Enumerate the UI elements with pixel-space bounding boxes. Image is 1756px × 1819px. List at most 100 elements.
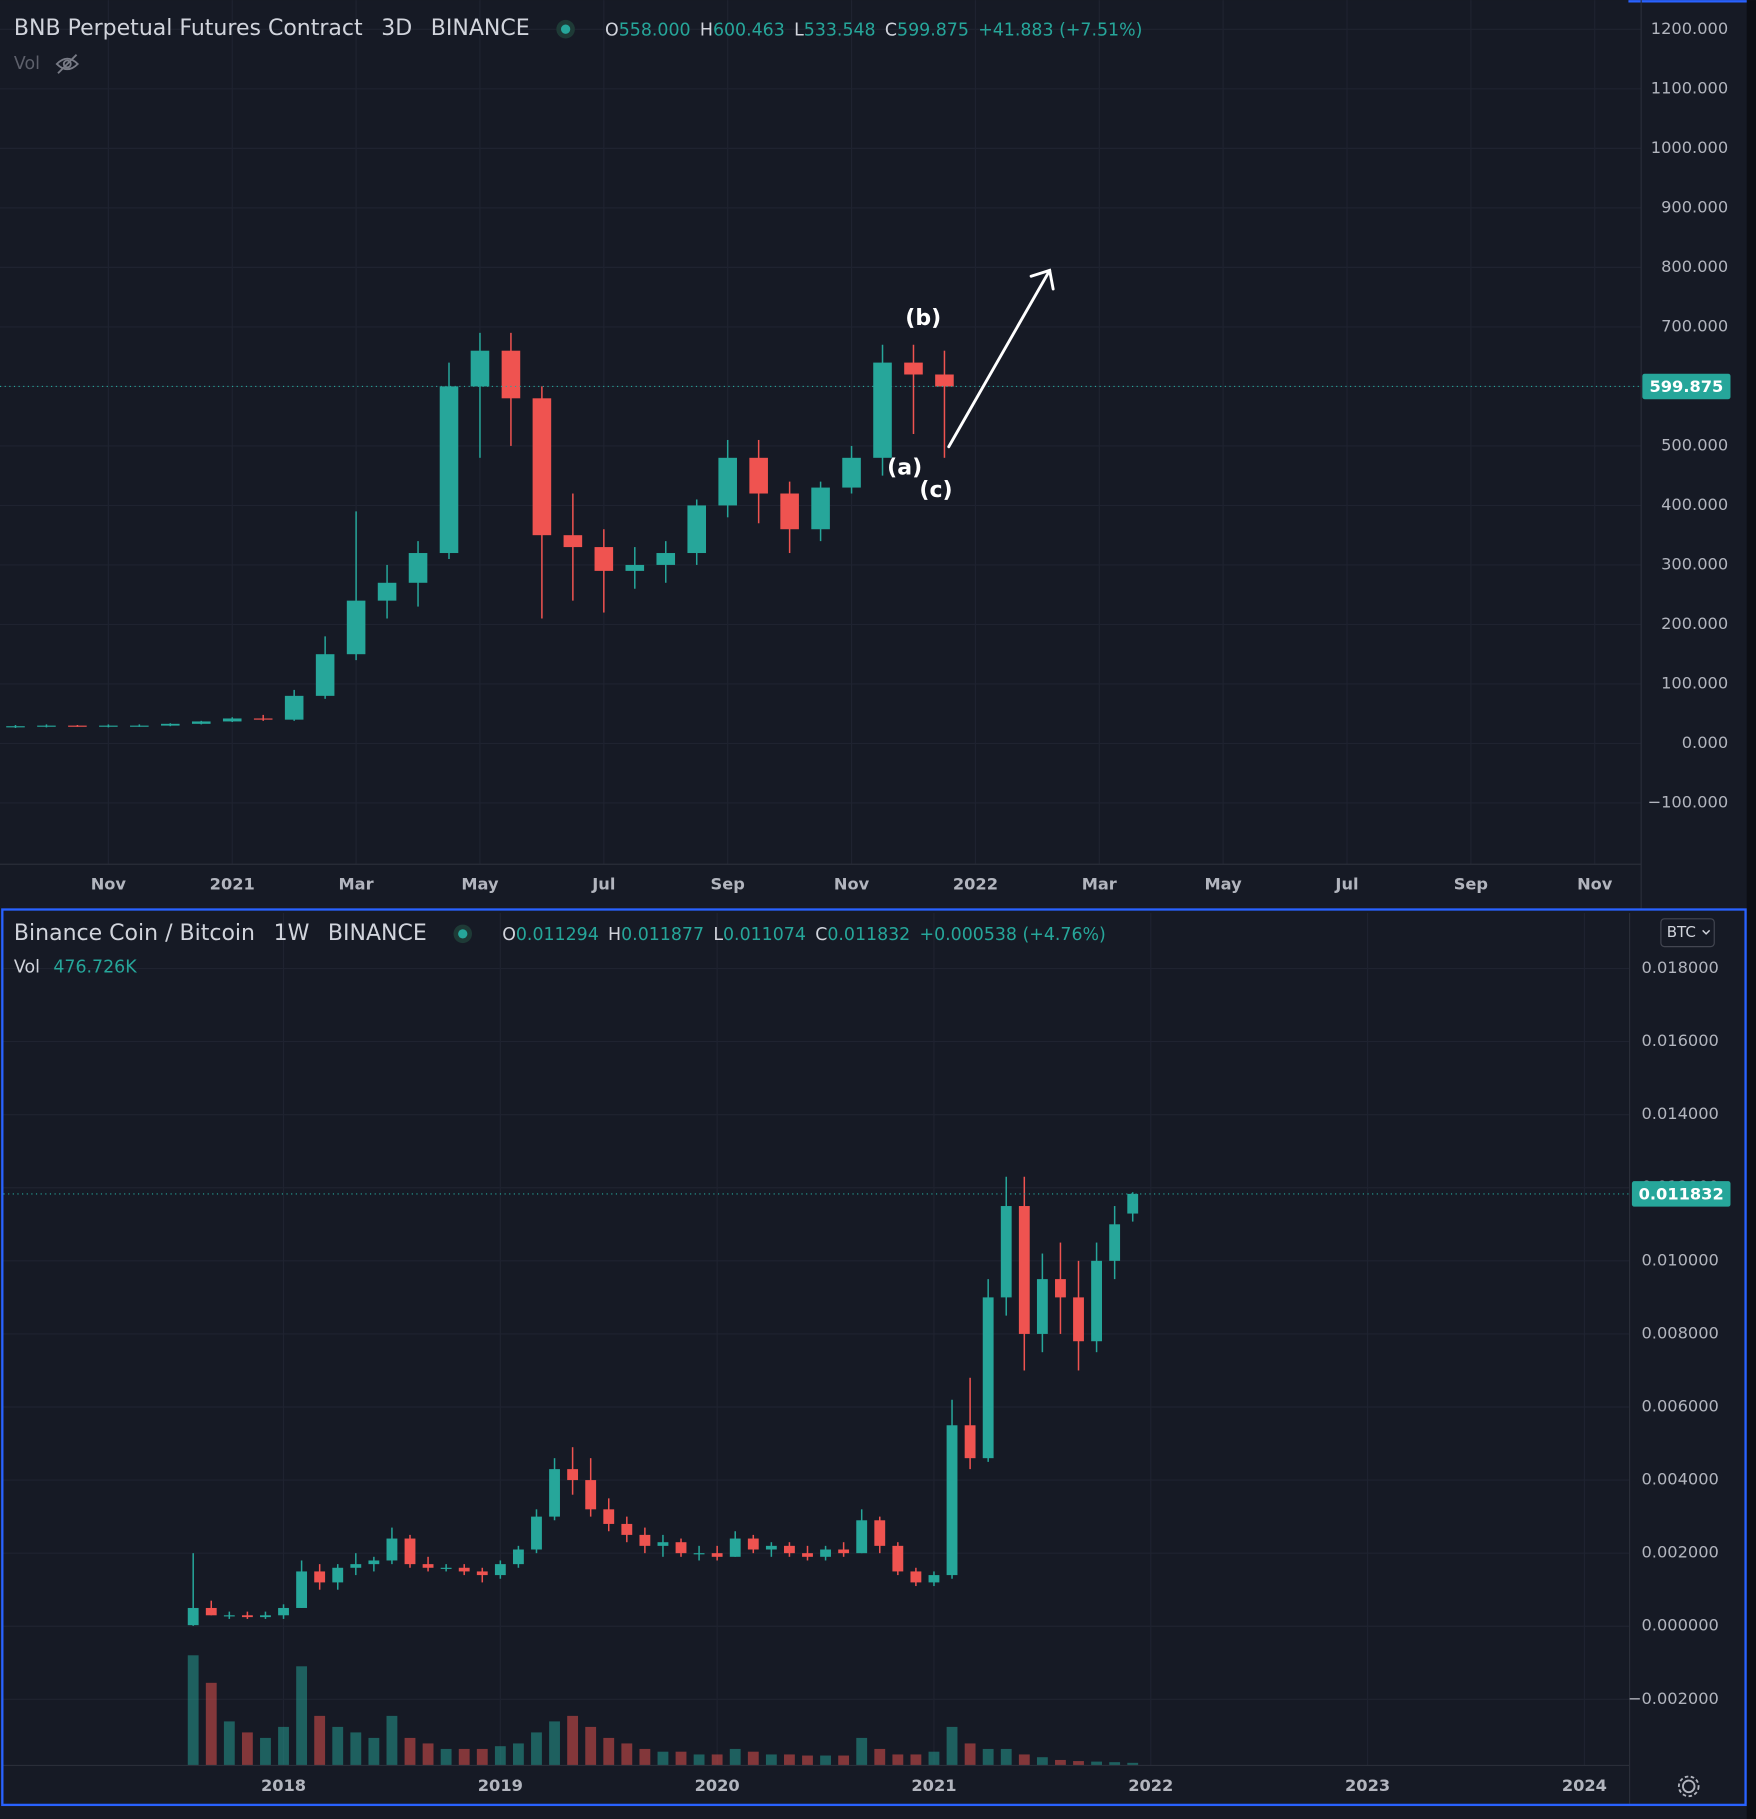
candle-body [749, 457, 768, 494]
ohlc-key: C [815, 925, 827, 945]
candle-body [729, 1538, 741, 1557]
candle-body [910, 1571, 922, 1583]
volume-bar [603, 1737, 615, 1766]
candle-body [1036, 1279, 1048, 1334]
x-tick-label: Jul [591, 875, 615, 894]
y-tick-label: 1000.000 [1651, 138, 1728, 157]
candle-body [512, 1549, 524, 1565]
change: +41.883 (+7.51%) [978, 20, 1142, 40]
y-tick-label: 0.014000 [1641, 1104, 1718, 1123]
volume-bar [1091, 1761, 1102, 1766]
volume-bar [187, 1655, 199, 1766]
candle-body [784, 1545, 795, 1554]
candle-body [404, 1538, 416, 1565]
candle-body [332, 1567, 344, 1583]
x-tick-label: 2021 [911, 1776, 956, 1795]
hide-volume-icon[interactable] [55, 54, 80, 74]
volume-bar [585, 1726, 597, 1766]
candle-body [37, 725, 56, 727]
x-tick-label: 2023 [1345, 1776, 1390, 1795]
candle-body [838, 1549, 850, 1554]
volume-bar [494, 1746, 506, 1766]
y-tick-label: 200.000 [1661, 614, 1728, 633]
exchange: BINANCE [431, 16, 530, 41]
volume-bar [856, 1737, 868, 1766]
ohlc-key: L [794, 20, 804, 40]
interval: 1W [274, 921, 310, 946]
volume-bar [729, 1748, 741, 1766]
volume-bar [386, 1715, 398, 1766]
x-tick-label: Sep [711, 875, 745, 894]
candle-body [346, 600, 366, 655]
candle-body [765, 1545, 777, 1550]
candle-body [191, 721, 211, 724]
candle-body [1109, 1224, 1121, 1261]
y-tick-label: 0.018000 [1641, 958, 1718, 977]
ohlc-key: L [713, 925, 723, 945]
candle-body [1000, 1206, 1012, 1298]
grid-layer [0, 0, 1642, 1766]
volume-bar [1018, 1754, 1030, 1766]
candle-body [675, 1542, 687, 1554]
last-price-label: 599.875 [1649, 377, 1723, 396]
y-tick-label: 700.000 [1661, 316, 1728, 335]
x-tick-label: Jul [1334, 875, 1358, 894]
volume-bar [820, 1755, 831, 1766]
ohlc-value: 0.011832 [827, 925, 910, 945]
candle-body [982, 1297, 994, 1459]
candle-body [315, 654, 335, 696]
settings-icon[interactable] [1677, 1775, 1700, 1798]
candle-body [222, 718, 242, 722]
y-tick-label: 0.004000 [1641, 1470, 1718, 1489]
exchange: BINANCE [328, 921, 427, 946]
volume-bar [332, 1726, 344, 1766]
annotation: (b) [905, 306, 941, 331]
volume-bar [910, 1754, 922, 1766]
candle-body [935, 374, 954, 387]
candle-body [1073, 1297, 1084, 1342]
volume-bar [675, 1751, 687, 1766]
candle-body [656, 553, 676, 565]
volume-bar [1127, 1762, 1139, 1766]
volume-bar [531, 1732, 542, 1766]
last-price-tag [1631, 1181, 1731, 1207]
volume-label: Vol [14, 957, 40, 977]
candle-body [820, 1549, 831, 1557]
ohlc-key: O [502, 925, 516, 945]
candle-body [476, 1571, 488, 1576]
change: +0.000538 (+4.76%) [920, 925, 1106, 945]
volume-bar [982, 1748, 994, 1766]
legend-title: Binance Coin / Bitcoin 1W BINANCE [14, 921, 427, 946]
y-tick-label: 0.016000 [1641, 1031, 1718, 1050]
volume-bar [404, 1737, 416, 1766]
y-tick-label: 0.010000 [1641, 1250, 1718, 1269]
x-tick-label: Mar [1082, 875, 1117, 894]
candle-body [6, 726, 25, 728]
candle-body [1127, 1193, 1139, 1214]
candle-body [368, 1560, 380, 1565]
candle-body [501, 350, 521, 399]
x-tick-label: Nov [1577, 875, 1613, 894]
candle-body [253, 718, 273, 720]
candle-body [284, 695, 304, 720]
x-tick-label: Mar [339, 875, 374, 894]
volume-value: 476.726K [53, 957, 137, 977]
ohlc-key: C [885, 20, 897, 40]
ohlc-key: H [700, 20, 713, 40]
y-tick-label: 1200.000 [1651, 19, 1728, 38]
symbol: BNB Perpetual Futures Contract [14, 16, 363, 41]
volume-bar [296, 1666, 308, 1766]
volume-bar [440, 1748, 452, 1766]
annotation: (c) [919, 478, 952, 503]
volume-bar [639, 1748, 651, 1766]
volume-bar [964, 1743, 976, 1766]
currency-button[interactable]: BTC [1660, 918, 1715, 948]
volume-bar [223, 1721, 235, 1766]
volume-bar [711, 1754, 723, 1766]
candle-body [621, 1523, 633, 1535]
candle-body [964, 1425, 976, 1459]
ohlc-value: 600.463 [713, 20, 785, 40]
ohlc-key: O [605, 20, 619, 40]
candle-body [187, 1607, 199, 1626]
